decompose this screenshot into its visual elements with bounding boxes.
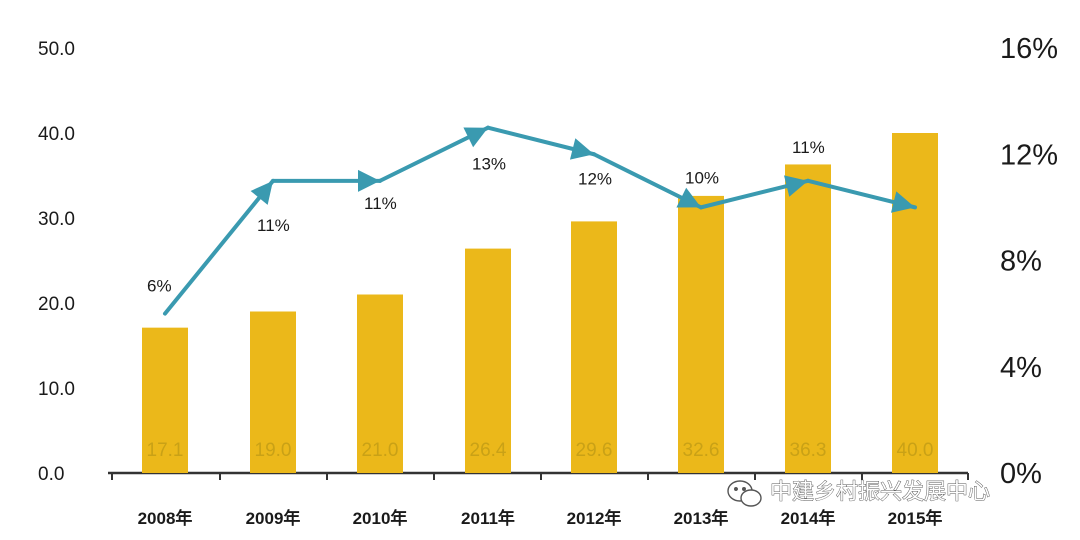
x-axis-ticks	[111, 473, 969, 480]
growth-label: 12%	[578, 169, 612, 188]
left-tick-label: 30.0	[38, 209, 75, 230]
bar-value-label: 26.4	[470, 440, 507, 461]
category-labels: 2008年 2009年 2010年 2011年 2012年 2013年 2014年 2015年	[138, 508, 943, 528]
bar-value-label: 17.1	[147, 440, 184, 461]
left-tick-label: 0.0	[38, 464, 64, 485]
growth-label: 11%	[792, 138, 825, 157]
right-tick-label: 8%	[1000, 246, 1042, 278]
growth-point-marker	[783, 175, 808, 197]
bar	[785, 164, 831, 473]
left-tick-label: 10.0	[38, 379, 75, 400]
growth-point-marker	[463, 127, 488, 148]
category-label: 2013年	[674, 508, 729, 528]
bar	[571, 221, 617, 473]
right-tick-label: 0%	[1000, 458, 1042, 490]
growth-point-marker	[250, 180, 273, 205]
category-label: 2014年	[781, 508, 836, 528]
right-tick-label: 4%	[1000, 352, 1042, 384]
bar-value-label: 40.0	[897, 440, 934, 461]
left-tick-label: 40.0	[38, 124, 75, 145]
growth-point-marker	[890, 191, 915, 213]
bar-value-label: 36.3	[790, 440, 827, 461]
wechat-icon	[727, 480, 762, 507]
left-tick-label: 20.0	[38, 294, 75, 315]
bar-value-label: 21.0	[362, 440, 399, 461]
growth-line-series	[163, 125, 917, 316]
bar	[250, 311, 296, 473]
right-axis-ticks: 0% 4% 8% 12% 16%	[1000, 33, 1058, 490]
category-label: 2009年	[246, 508, 301, 528]
growth-point-marker	[676, 187, 701, 208]
growth-labels: 6% 11% 11% 13% 12% 10% 11%	[147, 138, 825, 296]
category-label: 2010年	[353, 508, 408, 528]
growth-point-marker	[358, 169, 380, 192]
growth-label: 13%	[472, 155, 506, 174]
bar-value-label: 19.0	[255, 440, 292, 461]
watermark: 中建乡村振兴发展中心	[727, 479, 990, 507]
left-axis-ticks: 0.0 10.0 20.0 30.0 40.0 50.0	[38, 39, 75, 485]
growth-line-segment	[163, 178, 275, 316]
bar	[678, 195, 724, 473]
right-tick-label: 12%	[1000, 139, 1058, 171]
bar-value-label: 29.6	[576, 440, 613, 461]
growth-label: 11%	[257, 216, 290, 235]
bar	[357, 294, 403, 473]
bars-series	[142, 133, 938, 473]
bar-value-label: 32.6	[683, 440, 720, 461]
bar-value-labels: 17.1 19.0 21.0 26.4 29.6 32.6 36.3 40.0	[147, 440, 934, 461]
growth-point-marker	[569, 138, 594, 160]
left-tick-label: 50.0	[38, 39, 75, 60]
category-label: 2012年	[567, 508, 622, 528]
watermark-text: 中建乡村振兴发展中心	[770, 479, 990, 504]
category-label: 2011年	[461, 508, 515, 528]
right-tick-label: 16%	[1000, 33, 1058, 65]
bar	[142, 327, 188, 473]
growth-label: 6%	[147, 277, 172, 296]
growth-label: 11%	[364, 194, 397, 213]
category-label: 2008年	[138, 508, 193, 528]
bar	[465, 248, 511, 473]
category-label: 2015年	[888, 508, 943, 528]
bar	[892, 133, 938, 473]
growth-label: 10%	[685, 168, 719, 187]
